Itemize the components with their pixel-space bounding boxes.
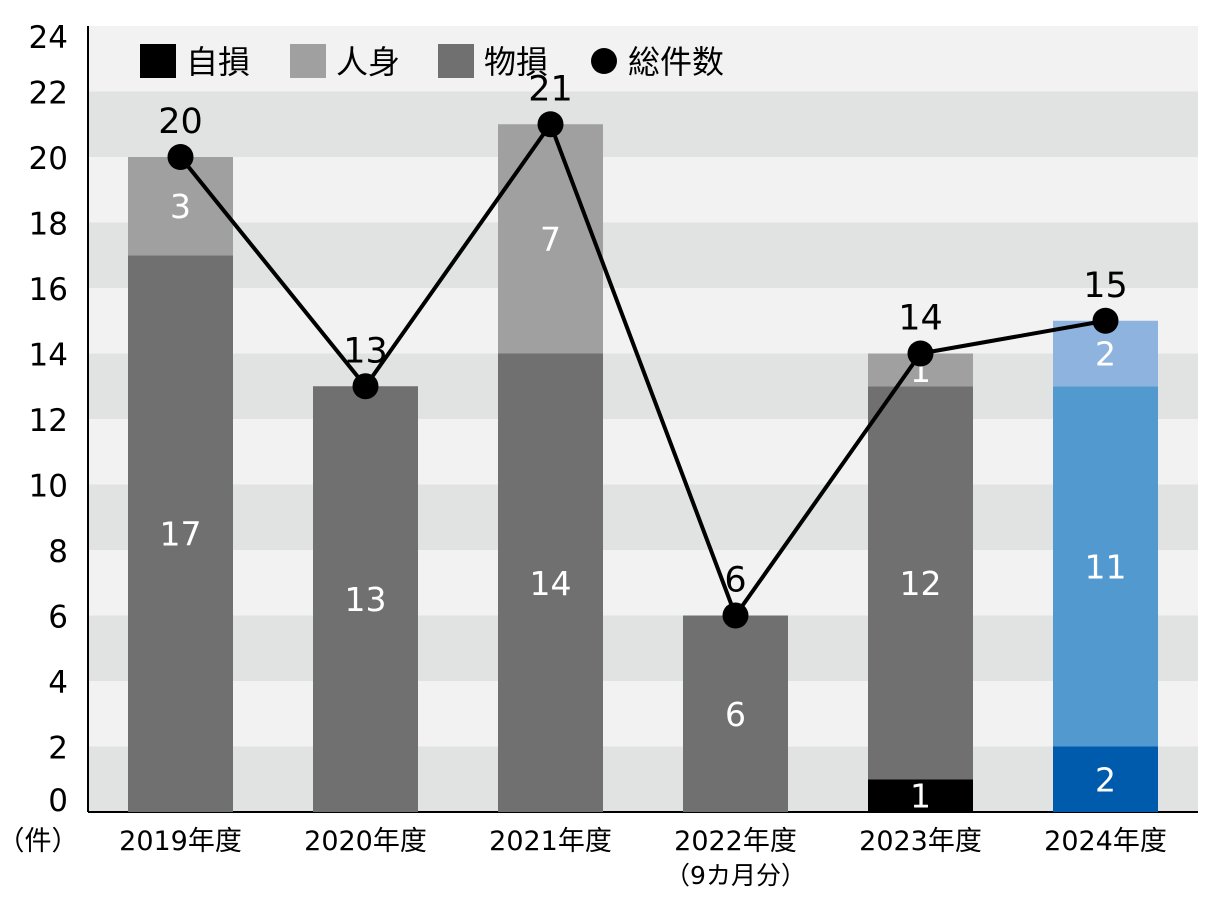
total-value-label: 21 — [528, 69, 573, 109]
background-band — [88, 484, 1198, 550]
background-band — [88, 550, 1198, 616]
legend-label: 総件数 — [628, 43, 724, 81]
y-tick-label: 20 — [29, 141, 68, 177]
total-points: 20 13 21 6 14 15 — [158, 69, 1128, 629]
bar-value-label: 14 — [530, 564, 572, 603]
bar-segment — [498, 124, 603, 354]
background-band — [88, 353, 1198, 419]
total-value-label: 14 — [898, 299, 943, 339]
bar-value-label: 2 — [1095, 760, 1116, 799]
legend-swatch — [290, 44, 326, 78]
background-band — [88, 681, 1198, 747]
legend-marker-line — [591, 48, 617, 74]
y-tick-label: 12 — [29, 403, 68, 439]
y-tick-label: 22 — [29, 76, 68, 112]
x-tick-label: 2023年度 — [859, 826, 982, 857]
y-tick-label: 14 — [29, 338, 68, 374]
y-tick-label: 0 — [48, 783, 68, 819]
y-tick-label: 4 — [48, 665, 68, 701]
bar-segment — [498, 353, 603, 812]
bar-segment — [1053, 746, 1158, 812]
background-band — [88, 746, 1198, 812]
y-tick-label: 2 — [48, 731, 68, 767]
bar-value-label: 12 — [900, 564, 942, 603]
bar-value-label: 1 — [910, 777, 931, 816]
bar-value-label: 7 — [540, 220, 561, 259]
y-tick-label: 10 — [29, 469, 68, 505]
bar-segment — [128, 255, 233, 812]
y-tick-label: 6 — [48, 600, 68, 636]
legend: 自損 人身 物損 総件数 — [140, 43, 724, 81]
total-point — [537, 111, 564, 138]
y-tick-label: 18 — [29, 207, 68, 243]
bar-segment — [313, 386, 418, 812]
x-tick-label: 2019年度 — [119, 826, 242, 857]
background-band — [88, 91, 1198, 157]
total-point — [352, 373, 379, 400]
x-tick-label: 2021年度 — [489, 826, 612, 857]
total-value-label: 15 — [1083, 266, 1128, 306]
total-point — [907, 340, 934, 367]
x-tick-labels: 2019年度 2020年度 2021年度 2022年度 （9カ月分） 2023年度 2024… — [119, 826, 1167, 890]
bar-value-label: 2 — [1095, 335, 1116, 374]
legend-label: 物損 — [484, 43, 548, 81]
bar-segment — [868, 386, 973, 780]
bar-segment — [683, 615, 788, 812]
background-band — [88, 288, 1198, 354]
total-line — [178, 120, 1106, 620]
background-band — [88, 157, 1198, 223]
bar-segment — [868, 779, 973, 812]
y-tick-label: 16 — [29, 272, 68, 308]
total-point — [722, 602, 749, 629]
bar-value-label: 13 — [345, 580, 387, 619]
legend-swatch — [438, 44, 474, 78]
y-tick-label: 24 — [29, 20, 68, 56]
bar-value-label: 11 — [1085, 547, 1127, 586]
background-band — [88, 419, 1198, 485]
x-tick-note: （9カ月分） — [665, 861, 806, 890]
y-unit-label: （件） — [0, 826, 79, 857]
total-value-label: 6 — [724, 561, 746, 601]
bar-value-label: 17 — [160, 515, 202, 554]
bar-segment — [128, 157, 233, 256]
legend-label: 自損 — [186, 43, 250, 81]
y-tick-label: 8 — [48, 534, 68, 570]
bar-value-label: 3 — [170, 187, 191, 226]
total-value-label: 13 — [343, 331, 388, 371]
bar-value-label: 6 — [725, 695, 746, 734]
total-point — [167, 144, 194, 170]
background-band — [88, 222, 1198, 288]
total-point — [1092, 307, 1119, 334]
x-tick-label: 2022年度 — [674, 826, 797, 857]
background-band — [88, 615, 1198, 681]
background-band — [88, 26, 1198, 92]
bar-segment — [1053, 386, 1158, 747]
background-bands — [88, 26, 1198, 812]
total-value-label: 20 — [158, 102, 203, 142]
x-tick-label: 2020年度 — [304, 826, 427, 857]
legend-swatch — [140, 44, 176, 78]
bars — [128, 124, 1158, 812]
x-tick-label: 2024年度 — [1044, 826, 1167, 857]
legend-label: 人身 — [336, 43, 400, 81]
